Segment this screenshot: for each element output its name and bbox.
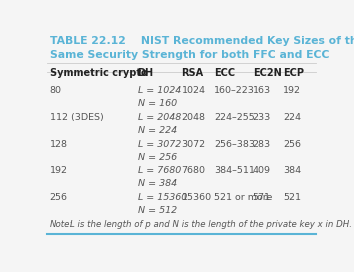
Text: L = 3072: L = 3072 <box>137 140 181 149</box>
Text: RSA: RSA <box>182 68 204 78</box>
Text: N = 256: N = 256 <box>137 153 177 162</box>
Text: TABLE 22.12    NIST Recommended Key Sizes of the: TABLE 22.12 NIST Recommended Key Sizes o… <box>50 36 354 46</box>
Text: 521: 521 <box>283 193 301 202</box>
Text: N = 224: N = 224 <box>137 126 177 135</box>
Text: 256: 256 <box>50 193 68 202</box>
Text: DH: DH <box>137 68 154 78</box>
Text: 283: 283 <box>253 140 271 149</box>
Text: 15360: 15360 <box>182 193 212 202</box>
Text: 409: 409 <box>253 166 271 175</box>
Text: 384–511: 384–511 <box>215 166 255 175</box>
Text: 7680: 7680 <box>182 166 205 175</box>
Text: L is the length of p and N is the length of the private key x in DH.: L is the length of p and N is the length… <box>70 220 352 229</box>
Text: Same Security Strength for both FFC and ECC: Same Security Strength for both FFC and … <box>50 50 329 60</box>
Text: 160–223: 160–223 <box>215 86 255 95</box>
Text: ECP: ECP <box>283 68 304 78</box>
Text: 571: 571 <box>253 193 271 202</box>
Text: L = 2048: L = 2048 <box>137 113 181 122</box>
Text: Symmetric crypto: Symmetric crypto <box>50 68 147 78</box>
Text: 2048: 2048 <box>182 113 205 122</box>
Text: L = 15360: L = 15360 <box>137 193 187 202</box>
Text: EC2N: EC2N <box>253 68 281 78</box>
Text: 384: 384 <box>283 166 301 175</box>
Text: 192: 192 <box>50 166 68 175</box>
Text: Note:: Note: <box>50 220 73 229</box>
Text: N = 384: N = 384 <box>137 180 177 188</box>
Text: 128: 128 <box>50 140 68 149</box>
Text: 224–255: 224–255 <box>215 113 255 122</box>
Text: 256–383: 256–383 <box>215 140 255 149</box>
Text: L = 1024: L = 1024 <box>137 86 181 95</box>
Text: ECC: ECC <box>215 68 235 78</box>
Text: 3072: 3072 <box>182 140 206 149</box>
Text: N = 512: N = 512 <box>137 206 177 215</box>
Text: 80: 80 <box>50 86 62 95</box>
Text: 224: 224 <box>283 113 301 122</box>
Text: 112 (3DES): 112 (3DES) <box>50 113 103 122</box>
Text: N = 160: N = 160 <box>137 99 177 108</box>
Text: 192: 192 <box>283 86 301 95</box>
Text: L = 7680: L = 7680 <box>137 166 181 175</box>
Text: 256: 256 <box>283 140 301 149</box>
Text: 521 or more: 521 or more <box>215 193 273 202</box>
Text: 1024: 1024 <box>182 86 205 95</box>
Text: 163: 163 <box>253 86 271 95</box>
Text: 233: 233 <box>253 113 271 122</box>
